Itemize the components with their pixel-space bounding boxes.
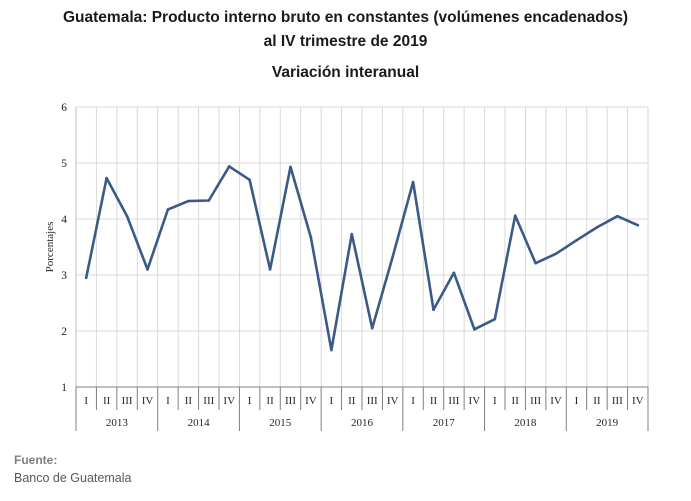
data-point — [125, 214, 129, 218]
y-tick-label: 6 — [61, 102, 67, 114]
x-tick-label-year: 2019 — [596, 417, 619, 429]
x-tick-label-quarter: I — [248, 395, 252, 407]
y-axis-label: Porcentajes — [44, 222, 56, 273]
y-tick-label: 4 — [61, 214, 67, 226]
data-point — [227, 165, 231, 168]
x-tick-label-quarter: II — [185, 395, 193, 407]
source-text: Banco de Guatemala — [14, 471, 132, 485]
y-tick-label: 5 — [61, 158, 67, 170]
data-point — [432, 308, 435, 312]
x-tick-label-year: 2016 — [351, 417, 374, 429]
data-point — [513, 214, 517, 217]
x-tick-label-quarter: II — [593, 395, 601, 407]
x-tick-label-year: 2015 — [269, 417, 292, 429]
x-tick-label-year: 2014 — [188, 417, 211, 429]
data-point — [289, 165, 292, 169]
x-tick-label-quarter: IV — [632, 395, 644, 407]
x-tick-label-quarter: II — [430, 395, 438, 407]
data-point — [105, 176, 108, 180]
y-tick-label: 2 — [61, 326, 67, 338]
x-tick-label-quarter: IV — [469, 395, 481, 407]
series-line — [84, 165, 640, 352]
chart-title-line-2: al IV trimestre de 2019 — [263, 33, 428, 50]
data-point — [575, 238, 578, 242]
x-tick-label-quarter: I — [493, 395, 497, 407]
data-point — [473, 328, 476, 331]
data-point — [268, 268, 272, 271]
x-tick-label-quarter: IV — [223, 395, 235, 407]
data-point — [166, 208, 170, 211]
x-tick-label-quarter: I — [84, 395, 88, 407]
chart-title: Guatemala: Producto interno bruto en con… — [63, 9, 628, 26]
x-tick-label-quarter: I — [575, 395, 579, 407]
data-point — [207, 199, 211, 202]
x-tick-label-quarter: IV — [387, 395, 399, 407]
data-point — [411, 180, 415, 184]
x-tick-label-quarter: IV — [142, 395, 154, 407]
data-point — [84, 276, 88, 280]
x-tick-label-quarter: II — [103, 395, 111, 407]
x-tick-label-quarter: III — [612, 395, 623, 407]
x-tick-label-year: 2018 — [514, 417, 537, 429]
data-point — [248, 178, 251, 182]
x-tick-label-quarter: III — [448, 395, 459, 407]
data-point — [330, 348, 333, 352]
data-point — [350, 232, 354, 236]
x-tick-label-quarter: IV — [550, 395, 562, 407]
x-tick-label-quarter: II — [512, 395, 520, 407]
source-label: Fuente: — [14, 453, 58, 467]
x-tick-label-quarter: II — [266, 395, 274, 407]
data-point — [452, 271, 456, 275]
data-point — [616, 214, 619, 218]
y-tick-label: 1 — [61, 382, 67, 394]
y-tick-label: 3 — [61, 270, 67, 282]
data-point — [391, 255, 394, 259]
x-tick-label-year: 2013 — [106, 417, 129, 429]
data-point — [309, 236, 313, 239]
data-point — [595, 226, 599, 229]
x-tick-label-quarter: III — [285, 395, 296, 407]
x-tick-label-quarter: III — [367, 395, 378, 407]
data-point — [187, 199, 190, 203]
chart-subtitle: Variación interanual — [271, 64, 420, 81]
x-tick-label-quarter: III — [530, 395, 541, 407]
x-tick-label-quarter: III — [122, 395, 133, 407]
x-tick-label-quarter: I — [166, 395, 170, 407]
x-tick-label-quarter: I — [330, 395, 334, 407]
x-tick-label-quarter: I — [411, 395, 415, 407]
x-tick-label-quarter: III — [203, 395, 214, 407]
x-tick-label-quarter: II — [348, 395, 356, 407]
data-point — [636, 223, 640, 227]
data-point — [146, 268, 149, 271]
x-tick-label-quarter: IV — [305, 395, 317, 407]
data-point — [534, 261, 537, 265]
x-tick-label-year: 2017 — [433, 417, 456, 429]
data-point — [554, 252, 558, 256]
data-point — [493, 317, 497, 321]
data-point — [370, 326, 374, 330]
